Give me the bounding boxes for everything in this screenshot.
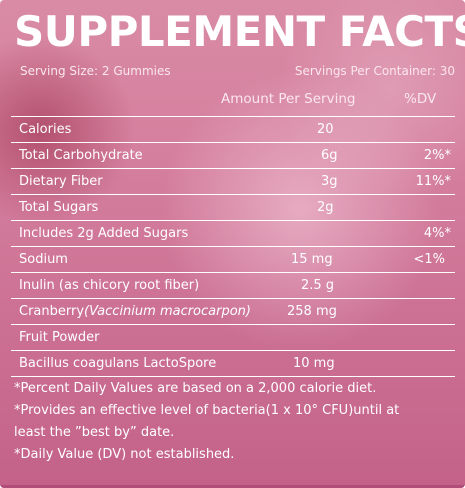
row-name: Fruit Powder [19,330,100,345]
row-name: Total Sugars [19,200,99,215]
row-name: Bacillus coagulans LactoSpore [19,356,217,371]
serving-size: Serving Size: 2 Gummies [20,64,171,78]
row-name: Cranberry(Vaccinium macrocarpon) [19,299,251,324]
footnote-dv-not-established: *Daily Value (DV) not established. [14,447,235,462]
table-row-dietary-fiber: Dietary Fiber 3g 11%* [11,169,455,195]
table-row-sodium: Sodium 15 mg <1% [11,247,455,273]
cranberry-latin-name: (Vaccinium macrocarpon) [84,304,251,319]
table-row-calories: Calories 20 [11,117,455,143]
row-name: Calories [19,122,72,137]
table-row-inulin: Inulin (as chicory root fiber) 2.5 g [11,273,455,299]
table-row-bacillus-coagulans: Bacillus coagulans LactoSpore 10 mg [11,351,455,377]
row-amount: 15 mg [291,252,333,267]
row-amount: 10 mg [293,356,335,371]
table-row-added-sugars: Includes 2g Added Sugars 4%* [11,221,455,247]
row-amount: 2g [317,200,334,215]
dv-header: %DV [404,91,437,107]
footnote-bacteria: *Provides an effective level of bacteria… [14,403,400,440]
row-amount: 20 [317,122,334,137]
panel-title: SUPPLEMENT FACTS [14,7,465,56]
footnote-daily-values: *Percent Daily Values are based on a 2,0… [14,381,377,396]
row-name: Inulin (as chicory root fiber) [19,278,200,293]
row-amount: 3g [321,174,338,189]
serving-info: Serving Size: 2 Gummies Servings Per Con… [20,64,455,78]
footnotes: *Percent Daily Values are based on a 2,0… [14,378,454,466]
row-dv: 11%* [415,174,451,189]
row-name: Dietary Fiber [19,174,103,189]
table-row-total-sugars: Total Sugars 2g [11,195,455,221]
row-dv: 4%* [423,226,451,241]
row-amount: 6g [321,148,338,163]
row-amount: 2.5 g [301,278,335,293]
row-dv: 2%* [423,148,451,163]
table-header: Amount Per Serving %DV [10,88,455,114]
row-name: Sodium [19,252,68,267]
table-row-fruit-powder: Fruit Powder [11,325,455,351]
cranberry-name: Cranberry [19,304,85,319]
row-amount: 258 mg [287,304,337,319]
row-dv: <1% [413,252,445,267]
row-name: Total Carbohydrate [19,148,143,163]
servings-per-container: Servings Per Container: 30 [294,64,455,78]
table-row-cranberry: Cranberry(Vaccinium macrocarpon) 258 mg [11,299,455,325]
table-row-total-carbohydrate: Total Carbohydrate 6g 2%* [11,143,455,169]
amount-per-serving-header: Amount Per Serving [221,91,356,107]
nutrient-table: Calories 20 Total Carbohydrate 6g 2%* Di… [11,116,455,377]
row-name: Includes 2g Added Sugars [19,226,189,241]
